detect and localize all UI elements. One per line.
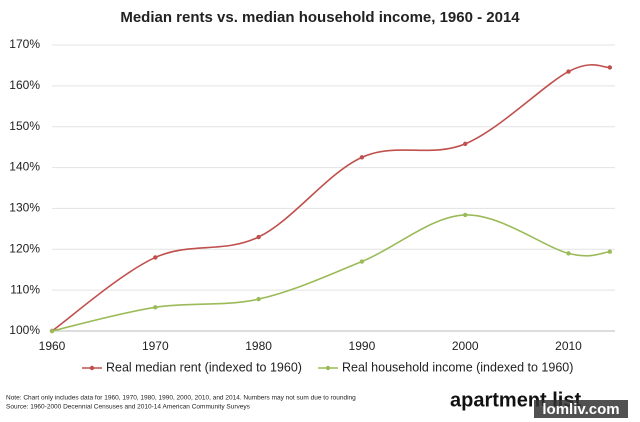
x-tick-label: 2010 (555, 339, 582, 353)
y-tick-label: 150% (9, 119, 40, 133)
point (256, 234, 261, 240)
point (607, 65, 613, 70)
point (153, 255, 158, 260)
note: Note: Chart only includes data for 1960,… (6, 395, 356, 402)
point (463, 141, 468, 147)
y-tick-label: 140% (9, 160, 40, 174)
point (256, 296, 261, 302)
y-tick-label: 170% (9, 37, 40, 51)
y-tick-label: 100% (9, 323, 40, 337)
point (359, 155, 365, 160)
point (566, 69, 571, 74)
watermark-box (534, 400, 628, 418)
point (359, 259, 365, 264)
point (607, 249, 613, 254)
x-tick-label: 1990 (349, 339, 376, 353)
series-line (51, 214, 610, 332)
point (463, 212, 468, 218)
y-tick-label: 110% (10, 282, 40, 296)
legend-label: Real median rent (indexed to 1960) (106, 360, 302, 374)
point (566, 251, 571, 256)
y-tick-label: 160% (9, 78, 40, 92)
watermark: lomliv.com (542, 401, 619, 418)
y-tick-label: 120% (9, 241, 40, 255)
point (153, 305, 158, 310)
series-line (51, 64, 610, 332)
chart-title: Median rents vs. median household income… (120, 9, 520, 26)
legend-marker (325, 365, 331, 371)
x-tick-label: 1970 (142, 339, 169, 353)
legend-marker (89, 365, 95, 371)
point (49, 328, 55, 334)
y-tick-label: 130% (9, 201, 40, 215)
legend-label: Real household income (indexed to 1960) (342, 360, 573, 374)
x-tick-label: 1960 (39, 339, 66, 353)
note: Source: 1960-2000 Decennial Censuses and… (6, 404, 251, 411)
x-tick-label: 2000 (452, 339, 479, 353)
x-tick-label: 1980 (245, 339, 272, 353)
